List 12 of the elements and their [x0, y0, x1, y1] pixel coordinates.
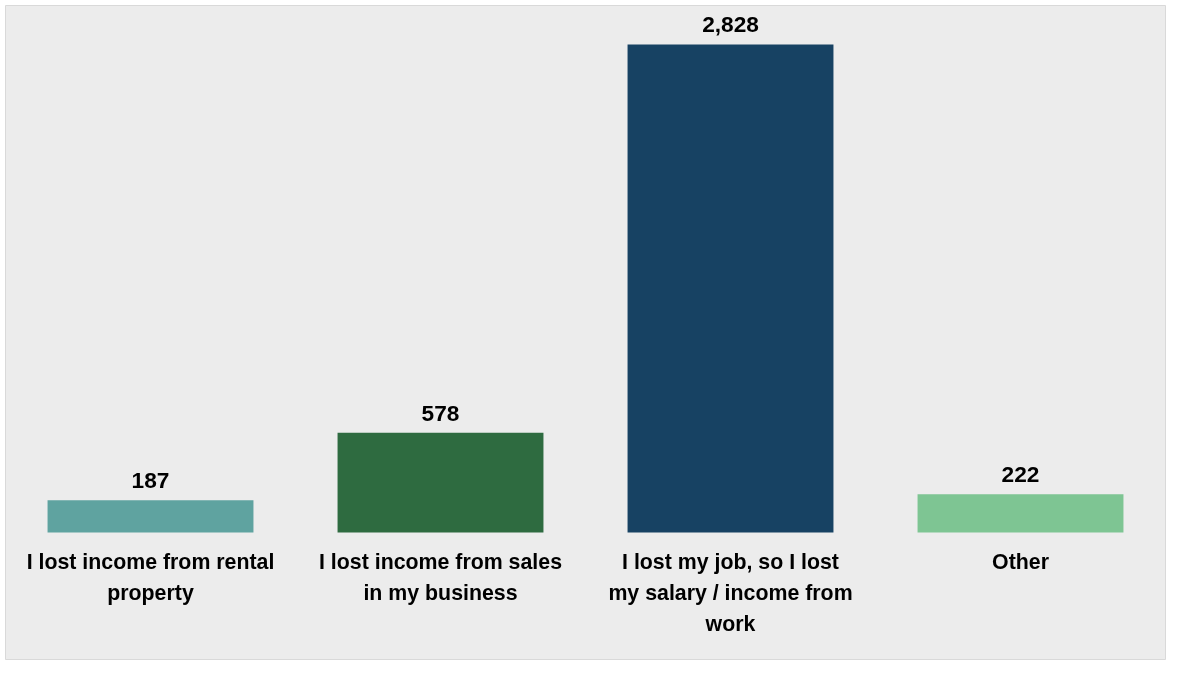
- bar: [47, 500, 254, 533]
- bar: [337, 432, 544, 533]
- bar: [917, 494, 1124, 533]
- x-tick-label: I lost income from rental property: [26, 549, 275, 605]
- x-tick-label: I lost my job, so I lost my salary / income from work: [608, 549, 853, 637]
- x-tick-label: I lost income from sales in my business: [319, 549, 562, 605]
- data-label: 222: [1001, 461, 1040, 488]
- data-label: 578: [421, 399, 460, 426]
- data-label: 187: [131, 467, 170, 494]
- data-label: 2,828: [702, 11, 759, 38]
- x-tick-label: Other: [992, 549, 1049, 574]
- bar: [627, 44, 834, 533]
